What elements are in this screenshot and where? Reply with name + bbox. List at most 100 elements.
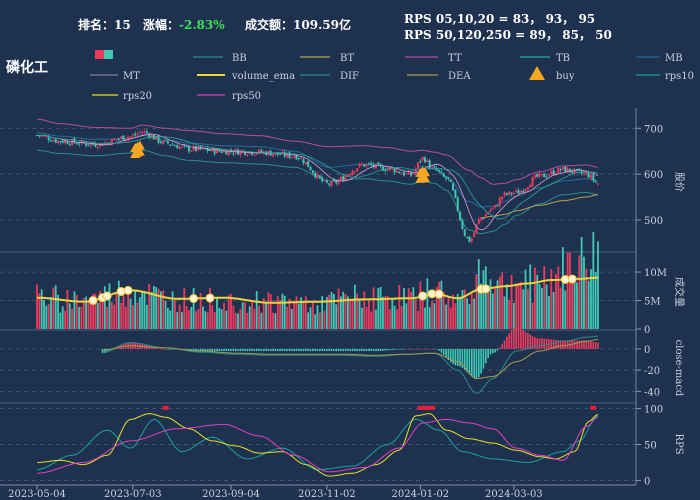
candle-body bbox=[183, 144, 186, 146]
candle-body bbox=[391, 168, 394, 170]
macd-histogram-bar bbox=[286, 348, 288, 352]
legend-label-rps50: rps50 bbox=[232, 91, 261, 102]
rps-line-1: RPS 05,10,20 = 83， 93， 95 bbox=[404, 12, 596, 26]
volume-bar bbox=[342, 291, 345, 329]
macd-histogram-bar bbox=[492, 348, 494, 354]
volume-bar bbox=[477, 259, 480, 329]
candle-body bbox=[141, 132, 144, 134]
legend-item-tt: TT bbox=[405, 53, 462, 64]
x-tick-label: 2023-09-04 bbox=[202, 489, 260, 500]
candle-body bbox=[505, 193, 508, 195]
volume-bar bbox=[337, 288, 340, 329]
candle-body bbox=[113, 139, 116, 141]
candle-body bbox=[587, 172, 590, 178]
candle-body bbox=[440, 171, 443, 173]
candle-body bbox=[466, 236, 469, 239]
macd-histogram-bar bbox=[564, 340, 567, 349]
volume-bar bbox=[260, 312, 263, 329]
candle-body bbox=[407, 171, 410, 175]
legend-label-dea: DEA bbox=[448, 71, 471, 82]
macd-histogram-bar bbox=[391, 348, 394, 350]
volume-bar bbox=[410, 291, 412, 329]
candle-body bbox=[480, 217, 483, 220]
macd-histogram-bar bbox=[375, 348, 377, 352]
candle-body bbox=[554, 173, 557, 175]
candle-body bbox=[597, 183, 599, 185]
macd-histogram-bar bbox=[335, 348, 337, 352]
macd-histogram-bar bbox=[213, 348, 216, 352]
legend-item-rps10: rps10 bbox=[636, 71, 694, 82]
volume-bar bbox=[396, 309, 398, 329]
macd-histogram-bar bbox=[276, 348, 279, 352]
volume-bar bbox=[251, 302, 253, 329]
candle-body bbox=[512, 192, 515, 194]
volume-bar bbox=[192, 288, 195, 329]
volume-bar bbox=[244, 302, 246, 329]
candle-body bbox=[356, 168, 359, 172]
candle-body bbox=[318, 175, 321, 178]
candle-body bbox=[461, 220, 464, 229]
candle-body bbox=[360, 164, 363, 166]
candle-body bbox=[442, 173, 445, 177]
macd-histogram-bar bbox=[290, 348, 293, 352]
macd-histogram-bar bbox=[379, 348, 382, 351]
volume-bar bbox=[234, 312, 237, 329]
candle-body bbox=[110, 138, 113, 146]
volume-bar bbox=[526, 288, 529, 329]
candle-body bbox=[274, 152, 277, 155]
volume-bar bbox=[323, 310, 326, 329]
volume-bar bbox=[199, 293, 202, 329]
candle-body bbox=[585, 172, 588, 175]
macd-histogram-bar bbox=[499, 347, 501, 349]
macd-histogram-bar bbox=[227, 348, 230, 352]
macd-histogram-bar bbox=[386, 348, 389, 351]
candle-body bbox=[251, 152, 254, 155]
macd-histogram-bar bbox=[513, 328, 515, 349]
buy-marker bbox=[134, 140, 145, 150]
volume-bar bbox=[417, 310, 419, 329]
legend-label-dif: DIF bbox=[340, 71, 359, 82]
plot-area: 500 600 700 股价 0 5M 10M 成交量 0 -20 -40 close-macd 0 50… bbox=[0, 108, 686, 500]
volume-bar bbox=[293, 300, 296, 329]
macd-histogram-bar bbox=[365, 348, 368, 352]
candle-body bbox=[75, 143, 78, 145]
volume-bar bbox=[265, 303, 267, 329]
candle-body bbox=[501, 196, 504, 200]
volume-bar bbox=[288, 298, 291, 329]
macd-histogram-bar bbox=[414, 348, 417, 350]
volume-bar bbox=[403, 287, 405, 329]
macd-histogram-bar bbox=[506, 336, 508, 349]
volume-bar bbox=[75, 295, 78, 329]
volume-bar bbox=[594, 271, 597, 329]
candle-body bbox=[66, 141, 69, 144]
candle-body bbox=[187, 146, 190, 152]
macd-histogram-bar bbox=[562, 340, 564, 349]
volume-bar bbox=[47, 304, 50, 329]
volume-bar bbox=[590, 269, 592, 329]
buy-marker bbox=[134, 146, 145, 156]
volume-bar bbox=[237, 313, 239, 329]
volume-bar bbox=[449, 307, 452, 329]
candle-body bbox=[468, 236, 471, 243]
candle-body bbox=[484, 214, 487, 218]
volume-bar bbox=[533, 267, 536, 329]
candle-body bbox=[215, 148, 218, 154]
volume-bar bbox=[459, 297, 461, 329]
candle-body bbox=[445, 177, 448, 179]
macd-histogram-bar bbox=[300, 348, 302, 352]
volume-bar bbox=[330, 291, 333, 329]
macd-histogram-bar bbox=[461, 348, 464, 368]
volume-bar bbox=[307, 312, 310, 329]
candle-body bbox=[540, 173, 543, 175]
candle-body bbox=[230, 150, 233, 152]
candle-body bbox=[503, 192, 506, 196]
volume-bar bbox=[50, 297, 52, 329]
volume-bar bbox=[456, 293, 459, 329]
macd-histogram-bar bbox=[328, 348, 330, 352]
candle-body bbox=[414, 169, 417, 174]
volume-highlight-dot bbox=[434, 289, 444, 299]
candle-body bbox=[386, 168, 389, 171]
macd-histogram-bar bbox=[197, 348, 200, 352]
volume-bar bbox=[379, 286, 382, 329]
macd-histogram-bar bbox=[260, 348, 263, 352]
